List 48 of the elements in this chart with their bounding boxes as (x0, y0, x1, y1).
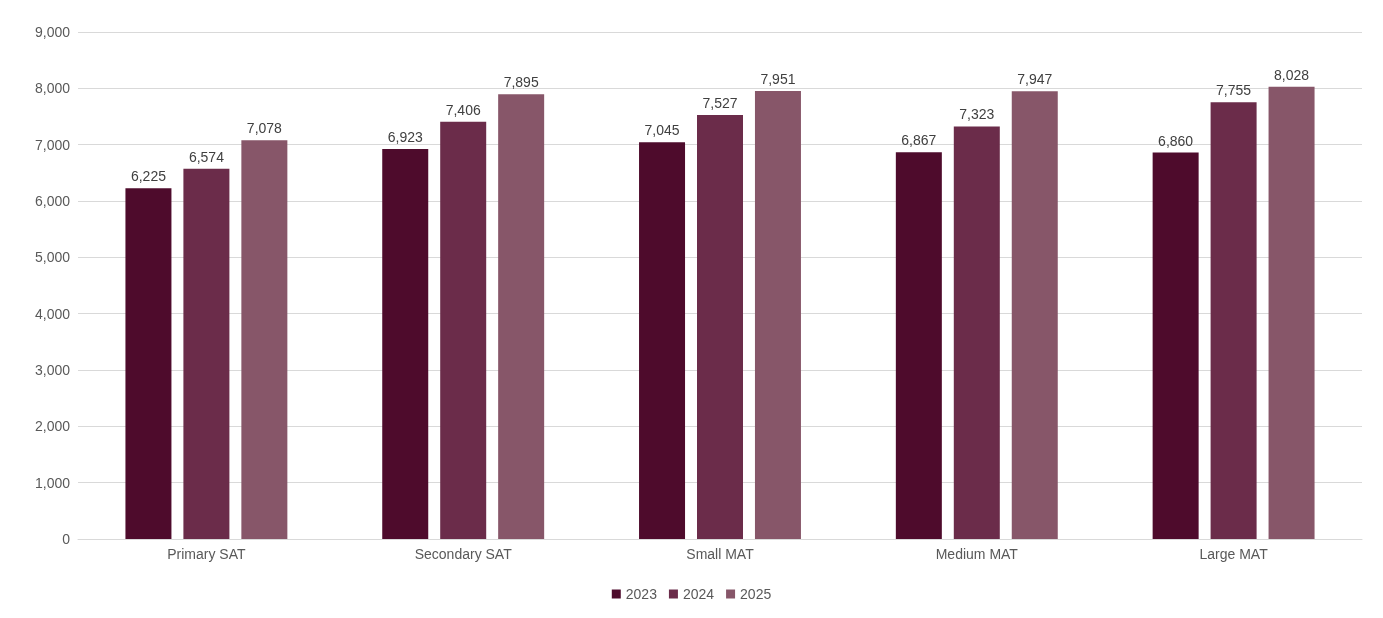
bar (1011, 91, 1058, 539)
bar (125, 188, 172, 539)
data-label: 7,323 (959, 106, 995, 123)
bar (639, 142, 686, 539)
bar (440, 121, 487, 539)
bar (953, 126, 1000, 539)
data-label: 7,951 (760, 71, 796, 88)
data-label: 8,028 (1274, 66, 1310, 83)
bar (1210, 102, 1257, 539)
data-label: 6,860 (1158, 132, 1194, 149)
x-tick-label: Large MAT (1199, 546, 1269, 562)
legend-label: 2025 (740, 586, 772, 602)
legend-label: 2024 (682, 586, 715, 602)
data-label: 6,867 (901, 132, 937, 149)
bar (1152, 152, 1199, 539)
data-label: 7,406 (445, 101, 481, 118)
legend-label: 2023 (625, 586, 658, 602)
bar (895, 152, 942, 539)
data-label: 6,923 (387, 129, 423, 145)
y-tick-label: 2,000 (34, 418, 71, 435)
y-tick-label: 6,000 (34, 193, 71, 209)
y-tick-label: 9,000 (34, 24, 71, 40)
y-tick-label: 5,000 (34, 249, 71, 266)
data-label: 7,895 (503, 74, 539, 91)
x-tick-label: Small MAT (686, 546, 755, 562)
y-tick-label: 0 (62, 531, 71, 547)
bar (697, 114, 743, 539)
y-tick-label: 7,000 (34, 136, 71, 153)
y-tick-label: 4,000 (34, 305, 71, 322)
bar (382, 149, 429, 539)
data-label: 6,225 (130, 168, 167, 185)
x-tick-label: Medium MAT (935, 546, 1019, 562)
data-label: 7,078 (246, 120, 283, 137)
x-tick-label: Secondary SAT (414, 546, 513, 562)
data-label: 7,527 (702, 94, 738, 111)
y-tick-label: 1,000 (34, 474, 71, 491)
bar (754, 91, 801, 539)
data-label: 7,947 (1017, 71, 1053, 88)
y-tick-label: 8,000 (34, 80, 71, 97)
bar (241, 140, 288, 539)
x-tick-label: Primary SAT (167, 546, 246, 562)
bar (1268, 86, 1315, 539)
y-tick-label: 3,000 (34, 362, 71, 378)
bar (498, 94, 545, 539)
data-label: 6,574 (188, 148, 225, 165)
data-label: 7,045 (644, 122, 680, 139)
bar (183, 168, 230, 539)
data-label: 7,755 (1216, 82, 1252, 99)
